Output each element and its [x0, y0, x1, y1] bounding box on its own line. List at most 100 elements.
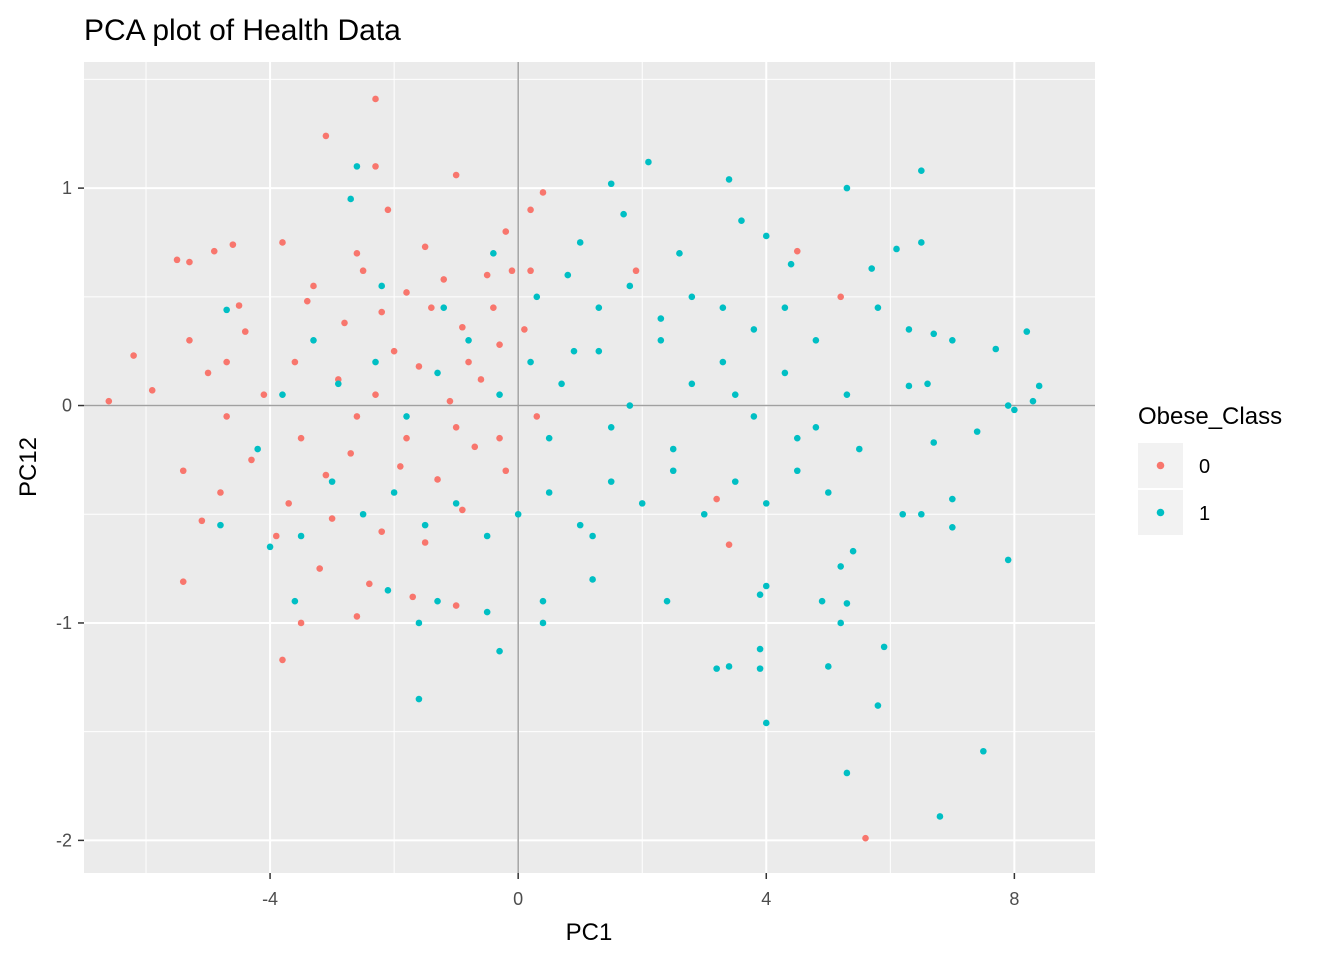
data-point-class-0: [217, 489, 224, 496]
data-point-class-1: [359, 510, 367, 518]
data-point-class-0: [378, 528, 386, 535]
data-point-class-0: [341, 319, 348, 327]
data-point-class-0: [421, 539, 429, 546]
legend-label-0: 0: [1199, 456, 1210, 478]
data-point-class-0: [378, 308, 386, 316]
data-point-class-1: [688, 293, 696, 301]
data-point-class-1: [936, 813, 944, 820]
data-point-class-0: [793, 247, 801, 255]
data-point-class-0: [372, 163, 379, 170]
reference-lines: [84, 62, 1095, 873]
data-point-class-1: [731, 478, 739, 485]
data-point-class-1: [868, 265, 876, 272]
data-point-class-1: [738, 217, 745, 225]
data-point-class-1: [527, 358, 534, 366]
y-tick-label: 0: [62, 396, 72, 416]
axis-tick-marks: [78, 187, 1016, 879]
data-point-class-1: [812, 337, 820, 344]
data-point-class-0: [725, 541, 733, 548]
data-point-class-1: [558, 380, 565, 388]
data-point-class-0: [303, 297, 311, 305]
data-point-class-0: [434, 476, 441, 483]
data-point-class-1: [415, 619, 423, 627]
data-point-class-1: [607, 423, 615, 431]
data-point-class-1: [545, 434, 553, 442]
x-axis-ticks: -4 0 4 8: [262, 889, 1019, 909]
data-point-class-1: [918, 510, 925, 518]
data-point-class-1: [688, 380, 696, 388]
y-axis-title: PC12: [15, 437, 42, 497]
data-point-class-1: [539, 619, 547, 627]
x-tick-label: 0: [513, 889, 523, 909]
data-point-class-1: [669, 445, 677, 453]
data-point-class-0: [372, 391, 379, 398]
data-point-class-1: [353, 163, 361, 170]
data-point-class-1: [930, 330, 938, 338]
legend-label-1: 1: [1199, 503, 1210, 525]
data-point-class-1: [756, 591, 764, 598]
minor-gridlines: [84, 62, 1095, 873]
data-point-class-1: [918, 167, 925, 175]
data-point-class-0: [409, 593, 417, 601]
data-point-class-1: [669, 467, 677, 475]
data-point-class-1: [1035, 382, 1043, 390]
data-point-class-1: [949, 523, 956, 531]
data-point-class-1: [434, 597, 441, 605]
data-point-class-0: [440, 276, 448, 283]
y-tick-label: 1: [62, 178, 72, 198]
data-point-class-0: [496, 341, 503, 348]
data-point-class-0: [459, 323, 466, 331]
data-point-class-1: [924, 380, 931, 388]
data-point-class-1: [756, 665, 764, 672]
data-point-class-1: [713, 665, 720, 672]
data-point-class-1: [589, 576, 596, 583]
data-point-class-0: [179, 467, 187, 475]
data-point-class-0: [366, 580, 373, 588]
data-point-class-1: [564, 271, 572, 279]
data-points: [105, 95, 1043, 842]
data-point-class-0: [223, 413, 230, 420]
y-tick-label: -1: [56, 613, 72, 633]
data-point-class-0: [316, 565, 323, 572]
data-point-class-0: [415, 363, 423, 370]
data-point-class-1: [626, 402, 634, 409]
data-point-class-0: [477, 376, 485, 383]
data-point-class-1: [663, 597, 671, 605]
data-point-class-1: [657, 337, 665, 344]
data-point-class-1: [310, 337, 317, 344]
data-point-class-0: [452, 171, 460, 179]
data-point-class-0: [527, 267, 534, 275]
data-point-class-1: [750, 326, 758, 333]
data-point-class-0: [527, 206, 534, 214]
data-point-class-0: [521, 326, 528, 333]
data-point-class-1: [372, 358, 379, 366]
data-point-class-1: [787, 260, 795, 268]
data-point-class-0: [452, 602, 460, 609]
data-point-class-1: [812, 423, 820, 431]
data-point-class-1: [949, 337, 956, 344]
data-point-class-0: [204, 369, 212, 377]
data-point-class-1: [880, 643, 888, 651]
data-point-class-1: [589, 532, 596, 540]
data-point-class-1: [595, 304, 603, 311]
data-point-class-0: [260, 391, 268, 398]
data-point-class-0: [403, 434, 410, 442]
data-point-class-0: [353, 250, 361, 257]
data-point-class-1: [347, 195, 355, 203]
data-point-class-1: [874, 702, 882, 709]
data-point-class-1: [645, 158, 652, 166]
data-point-class-1: [496, 647, 503, 655]
data-point-class-1: [576, 521, 584, 529]
data-point-class-0: [713, 495, 720, 503]
data-point-class-1: [762, 582, 770, 590]
data-point-class-1: [1023, 328, 1031, 335]
data-point-class-1: [328, 478, 336, 485]
data-point-class-0: [862, 834, 869, 842]
data-point-class-1: [930, 439, 938, 446]
data-point-class-1: [545, 489, 553, 496]
data-point-class-1: [818, 597, 826, 605]
data-point-class-0: [471, 443, 479, 451]
data-point-class-1: [843, 391, 851, 398]
data-point-class-1: [638, 500, 646, 507]
data-point-class-0: [241, 328, 249, 335]
